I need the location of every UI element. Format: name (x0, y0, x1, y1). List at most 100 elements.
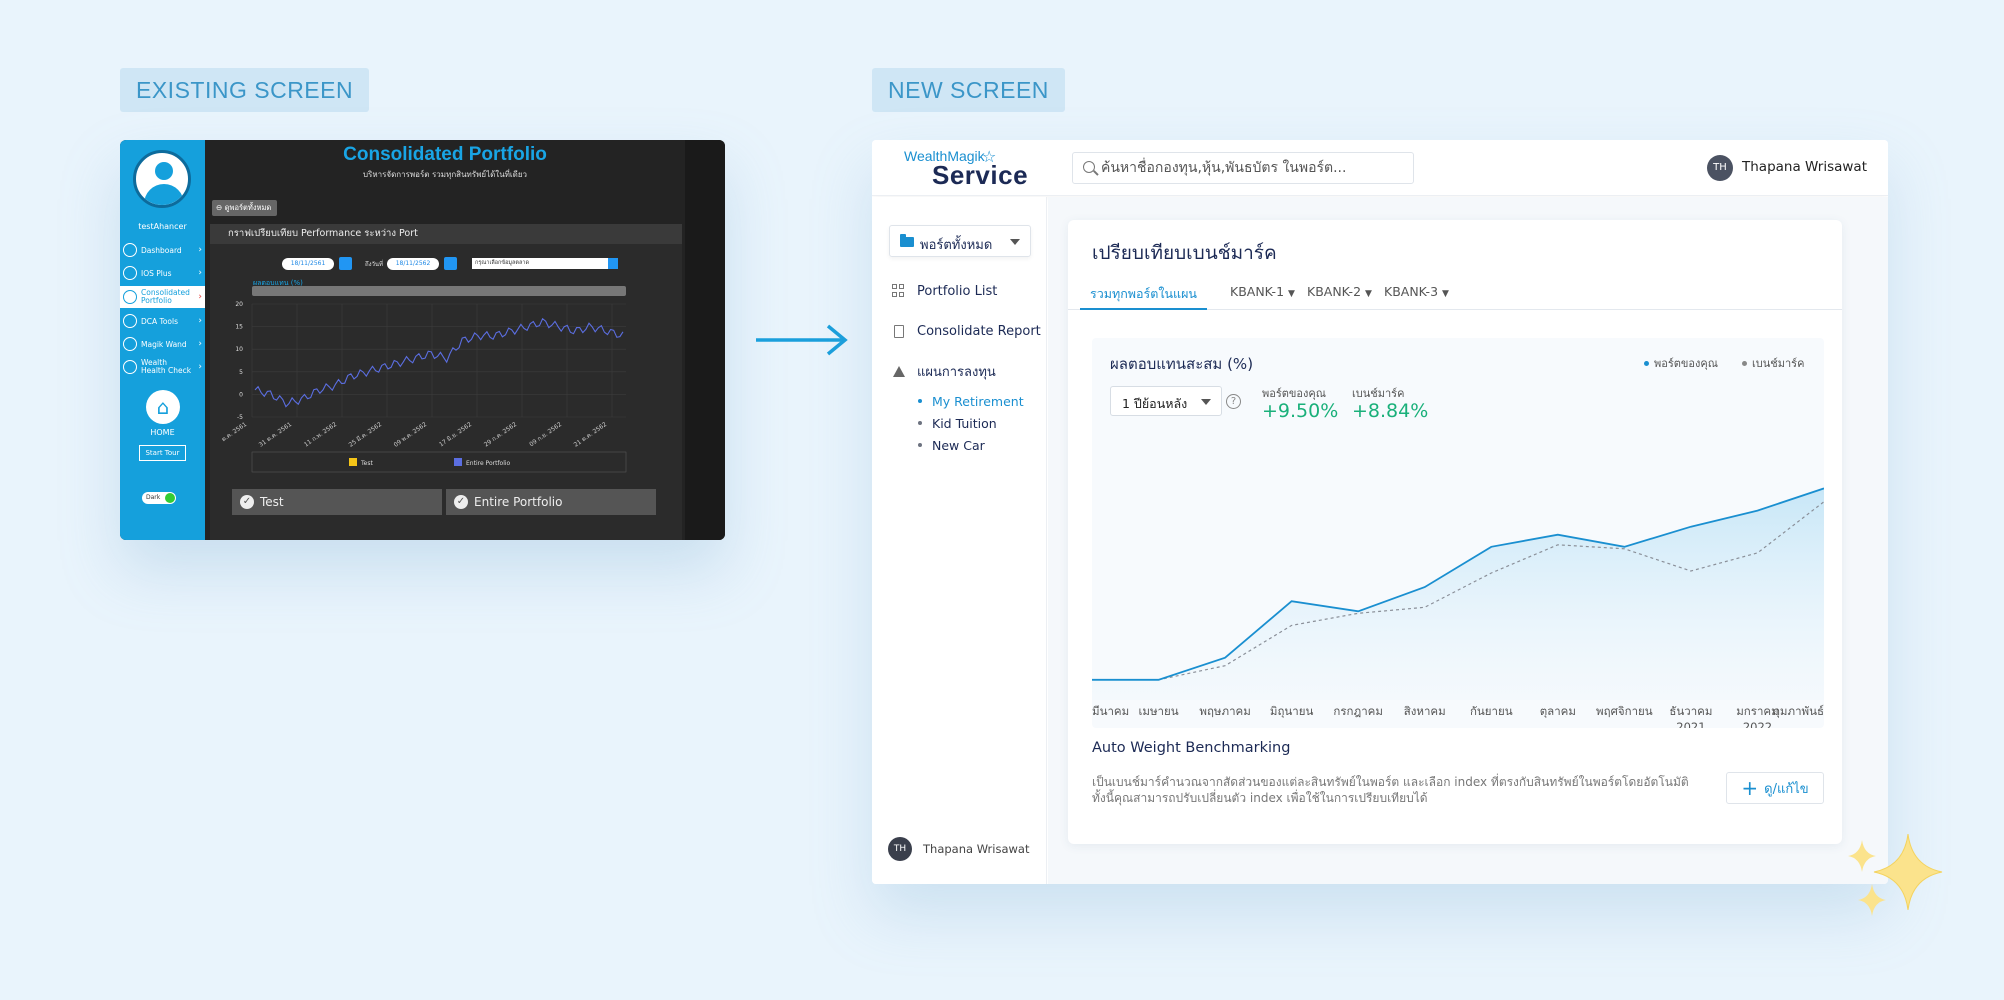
old-compare-panel: กราฟเปรียบเทียบ Performance ระหว่าง Port… (210, 224, 682, 540)
existing-screen-label: EXISTING SCREEN (120, 68, 370, 112)
old-chart-label: ผลตอบแทน (%) (253, 279, 303, 287)
stat-benchmark-value: +8.84% (1352, 400, 1429, 422)
folder-icon (900, 234, 914, 247)
logo-wordmark-bottom: Service (932, 160, 1029, 190)
calendar-icon[interactable] (339, 257, 352, 270)
arrow-right-icon (756, 324, 848, 356)
old-x-tick: 29 ก.ค. 2562 (483, 421, 518, 449)
chevron-right-icon: › (198, 362, 202, 372)
ios-plus-icon (123, 266, 137, 280)
old-menu-consolidated-portfolio[interactable]: Consolidated Portfolio › (120, 286, 205, 308)
sidebar-user[interactable]: TH Thapana Wrisawat (888, 837, 1029, 861)
sidebar-subitem-kid-tuition[interactable]: Kid Tuition (918, 415, 997, 431)
mountain-icon (893, 365, 905, 377)
old-chart-line (254, 317, 624, 408)
old-x-tick: 31 ต.ค. 2561 (258, 421, 294, 449)
start-tour-button[interactable]: Start Tour (139, 445, 186, 461)
x-tick-year: 2022 (1743, 720, 1772, 728)
auto-weight-description: เป็นเบนช์มาร์คำนวณจากสัดส่วนของแต่ละสินท… (1092, 775, 1689, 805)
health-icon (123, 360, 137, 374)
old-menu-wealth-health-check[interactable]: Wealth Health Check › (120, 357, 205, 377)
tab-kbank-2[interactable]: KBANK-2 ▼ (1307, 284, 1372, 299)
chevron-down-icon (1010, 239, 1020, 245)
chevron-down-icon (1201, 399, 1211, 405)
search-input[interactable] (1101, 153, 1406, 183)
portfolio-select[interactable]: พอร์ตทั้งหมด (889, 225, 1031, 257)
search-box[interactable] (1072, 152, 1414, 184)
sidebar-item-portfolio-list[interactable]: Portfolio List (892, 281, 997, 301)
old-x-tick: 11 ก.พ. 2562 (303, 421, 338, 449)
old-y-tick: 20 (235, 301, 243, 308)
chevron-right-icon: › (198, 268, 202, 278)
tab-kbank-1[interactable]: KBANK-1 ▼ (1230, 284, 1295, 299)
check-icon: ✓ (454, 495, 468, 509)
view-all-portfolio-button[interactable]: ⊖ ดูพอร์ตทั้งหมด (212, 200, 278, 216)
old-page-title: Consolidated Portfolio (343, 144, 547, 165)
caret-down-icon: ▼ (1442, 289, 1449, 299)
existing-screen: testAhancer Dashboard › IOS Plus › Consoli… (120, 140, 725, 540)
dca-icon (123, 314, 137, 328)
old-menu-ios-plus[interactable]: IOS Plus › (120, 263, 205, 283)
x-tick-label: กรกฎาคม (1333, 704, 1383, 718)
sidebar-subitem-new-car[interactable]: New Car (918, 437, 985, 453)
sidebar-item-investment-plan[interactable]: แผนการลงทุน (892, 361, 996, 381)
old-y-tick: 15 (235, 324, 243, 331)
tab-kbank-3[interactable]: KBANK-3 ▼ (1384, 284, 1449, 299)
calendar-icon[interactable] (444, 257, 457, 270)
caret-down-icon: ▼ (1288, 289, 1295, 299)
sparkle-icon (1848, 834, 1943, 916)
old-test-button[interactable]: ✓ Test (232, 489, 442, 515)
old-x-tick: 09 ก.ย. 2562 (528, 421, 563, 448)
old-x-tick: 09 พ.ค. 2562 (393, 421, 429, 449)
document-icon (894, 324, 904, 338)
old-entire-portfolio-button[interactable]: ✓ Entire Portfolio (446, 489, 656, 515)
old-page-subtitle: บริหารจัดการพอร์ต รวมทุกสินทรัพย์ได้ในที… (362, 170, 528, 179)
plus-icon: + (1741, 776, 1759, 800)
old-range-navigator[interactable] (252, 286, 626, 296)
dark-mode-toggle[interactable]: Dark (142, 492, 176, 504)
stat-portfolio-label: พอร์ตของคุณ (1262, 387, 1326, 400)
old-legend-test: Test (360, 460, 373, 467)
caret-down-icon: ▼ (1365, 289, 1372, 299)
x-tick-label: กุมภาพันธ์ (1773, 704, 1824, 718)
new-screen: WealthMagik ☆ Service TH Thapana Wrisawa… (872, 140, 1888, 884)
x-tick-label: พฤษภาคม (1199, 704, 1250, 718)
old-legend-swatch-test (349, 458, 357, 466)
old-y-tick: -5 (237, 414, 243, 421)
legend-portfolio: พอร์ตของคุณ (1644, 354, 1718, 372)
old-date-from[interactable]: 18/11/2561 (282, 258, 334, 270)
cumulative-return-chart: มีนาคม เมษายน พฤษภาคม มิถุนายน กรกฎาคม สิงหาค… (1092, 487, 1824, 728)
legend-benchmark: เบนช์มาร์ค (1742, 354, 1804, 372)
old-y-tick: 5 (239, 369, 243, 376)
sidebar-subitem-my-retirement[interactable]: My Retirement (918, 393, 1024, 409)
x-tick-label: มีนาคม (1092, 704, 1129, 718)
old-menu-dca-tools[interactable]: DCA Tools › (120, 311, 205, 331)
logo-wordmark-top: WealthMagik (904, 148, 985, 164)
old-menu-magik-wand[interactable]: Magik Wand › (120, 334, 205, 354)
user-name[interactable]: Thapana Wrisawat (1742, 159, 1867, 175)
search-icon (1083, 161, 1095, 173)
avatar[interactable]: TH (1707, 155, 1733, 181)
old-x-tick: ต.ค. 2561 (220, 421, 248, 443)
old-date-to[interactable]: 18/11/2562 (387, 258, 439, 270)
old-market-select[interactable]: กรุณาเลือกข้อมูลตลาด (472, 258, 618, 269)
logo-star-icon: ☆ (982, 147, 997, 166)
view-edit-button[interactable]: + ดู/แก้ไข (1726, 772, 1824, 804)
range-select[interactable]: 1 ปีย้อนหลัง (1110, 386, 1222, 416)
old-username: testAhancer (138, 222, 187, 231)
old-menu-dashboard[interactable]: Dashboard › (120, 240, 205, 260)
old-sidebar: testAhancer Dashboard › IOS Plus › Consoli… (120, 140, 205, 540)
tab-all-portfolios[interactable]: รวมทุกพอร์ตในแผน (1080, 284, 1207, 310)
sidebar-item-consolidate-report[interactable]: Consolidate Report (892, 321, 1041, 341)
home-icon[interactable]: ⌂ (146, 390, 180, 424)
x-tick-label: ธันวาคม (1669, 704, 1712, 718)
x-tick-year: 2021 (1676, 720, 1705, 728)
back-arrow-icon: ⊖ (216, 203, 225, 212)
old-legend-swatch-entire (454, 458, 462, 466)
old-performance-chart: ผลตอบแทน (%) 20 15 10 5 0 -5 ต.ค. 2561 31 ต.ค.… (220, 279, 627, 473)
stat-portfolio-value: +9.50% (1262, 400, 1339, 422)
auto-weight-title: Auto Weight Benchmarking (1092, 740, 1291, 756)
cumulative-return-panel: ผลตอบแทนสะสม (%) พอร์ตของคุณ เบนช์มาร์ค … (1092, 338, 1824, 728)
avatar: TH (888, 837, 912, 861)
help-icon[interactable]: ? (1226, 394, 1241, 409)
